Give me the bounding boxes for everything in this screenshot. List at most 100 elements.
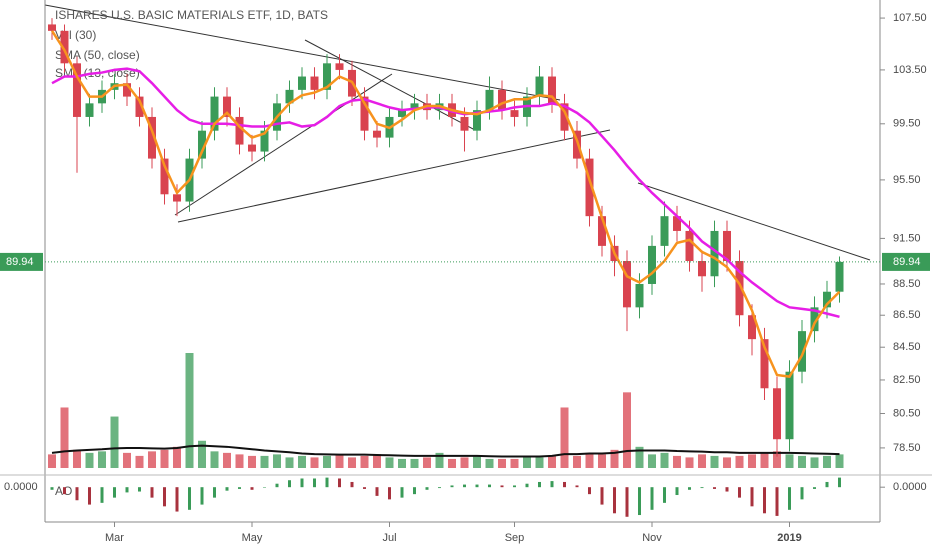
ao-bar	[813, 487, 816, 489]
ao-bar	[163, 487, 166, 507]
ao-bar	[363, 487, 366, 489]
volume-bar	[748, 454, 756, 468]
volume-bar	[323, 455, 331, 468]
volume-bar	[573, 455, 581, 468]
candle-body	[85, 103, 94, 117]
candle-body	[560, 103, 569, 131]
ao-bar	[313, 478, 316, 488]
candle-body	[648, 245, 656, 284]
volume-bar	[673, 455, 681, 468]
volume-bar	[160, 449, 169, 468]
trendline	[177, 129, 611, 223]
ao-bar	[138, 487, 141, 492]
volume-bar	[723, 457, 731, 468]
candle-body	[498, 89, 506, 111]
volume-bar	[660, 452, 669, 468]
ao-bar	[175, 487, 179, 512]
ma-line	[50, 30, 841, 378]
volume-bar	[123, 452, 131, 468]
ao-bar	[250, 487, 254, 490]
candle-body	[623, 260, 631, 308]
trendline	[304, 39, 476, 131]
ao-bar	[288, 480, 291, 488]
ao-bar	[413, 487, 416, 495]
candle-body	[310, 76, 319, 90]
volume-bar	[498, 458, 506, 468]
candle-body	[410, 103, 419, 111]
volume-bar	[648, 454, 656, 468]
x-tick-label: Jul	[382, 532, 396, 544]
ao-bar	[675, 487, 679, 496]
chart-title: ISHARES U.S. BASIC MATERIALS ETF, 1D, BA…	[55, 8, 328, 22]
volume-bar	[785, 454, 794, 468]
candle-body	[173, 194, 181, 202]
volume-bar	[623, 392, 631, 468]
volume-bar	[685, 457, 694, 468]
volume-bar	[285, 457, 294, 468]
ma-line	[51, 67, 840, 319]
ao-bar	[713, 487, 716, 489]
volume-bar	[385, 457, 394, 468]
candle-body	[460, 116, 469, 131]
candle-body	[260, 130, 269, 152]
candle-body	[148, 116, 156, 159]
ao-bar	[488, 484, 491, 488]
candle-body	[698, 260, 706, 277]
volume-bar	[523, 457, 531, 468]
candle-body	[835, 261, 844, 292]
ao-bar	[625, 487, 629, 517]
volume-bar	[423, 457, 431, 468]
candle-body	[773, 388, 781, 440]
ao-bar	[388, 487, 391, 500]
ao-bar	[663, 487, 666, 503]
y-tick-label: 82.50	[893, 374, 921, 386]
volume-bar	[798, 455, 806, 468]
ao-bar	[200, 487, 204, 505]
candle-body	[660, 216, 669, 246]
ao-bar	[825, 481, 829, 488]
volume-bar	[248, 455, 256, 468]
candle-body	[223, 96, 231, 117]
trendline	[174, 73, 393, 216]
y-tick-label: 88.50	[893, 278, 921, 290]
ao-bar	[638, 487, 641, 516]
volume-bar	[173, 446, 181, 468]
ao-bar	[375, 487, 379, 496]
volume-bar	[223, 452, 231, 468]
volume-bar	[360, 455, 369, 468]
candle-body	[360, 96, 369, 131]
ao-bar	[300, 478, 304, 488]
candle-body	[598, 216, 606, 246]
ao-bar	[150, 487, 154, 498]
trendline	[637, 182, 871, 261]
volume-ma	[51, 444, 840, 458]
candle-body	[48, 24, 56, 31]
candle-body	[135, 96, 144, 117]
candle-body	[210, 96, 219, 131]
volume-bar	[260, 455, 269, 468]
ao-bar	[438, 487, 441, 489]
ao-bar	[538, 481, 541, 488]
volume-bar	[298, 455, 306, 468]
trendlines	[44, 4, 871, 261]
candle-body	[635, 283, 644, 308]
ao-bar	[613, 487, 616, 514]
candle-body	[585, 158, 594, 217]
y-tick-label: 103.50	[893, 64, 927, 76]
ao-bar	[513, 485, 516, 488]
ao-bar	[838, 477, 841, 488]
volume-bar	[823, 455, 831, 468]
candle-body	[673, 216, 681, 231]
candle-body	[198, 130, 206, 159]
y-tick-label: 91.50	[893, 232, 921, 244]
candle-body	[73, 63, 81, 117]
volume-bar	[110, 416, 119, 468]
volume-bar	[85, 452, 94, 468]
candle-body	[535, 76, 544, 97]
legend-entry: SMA (50, close)	[55, 48, 140, 62]
volume-bar	[448, 458, 456, 468]
ao-bar	[500, 485, 504, 488]
ao-bar	[763, 487, 766, 514]
candle-body	[335, 63, 344, 70]
